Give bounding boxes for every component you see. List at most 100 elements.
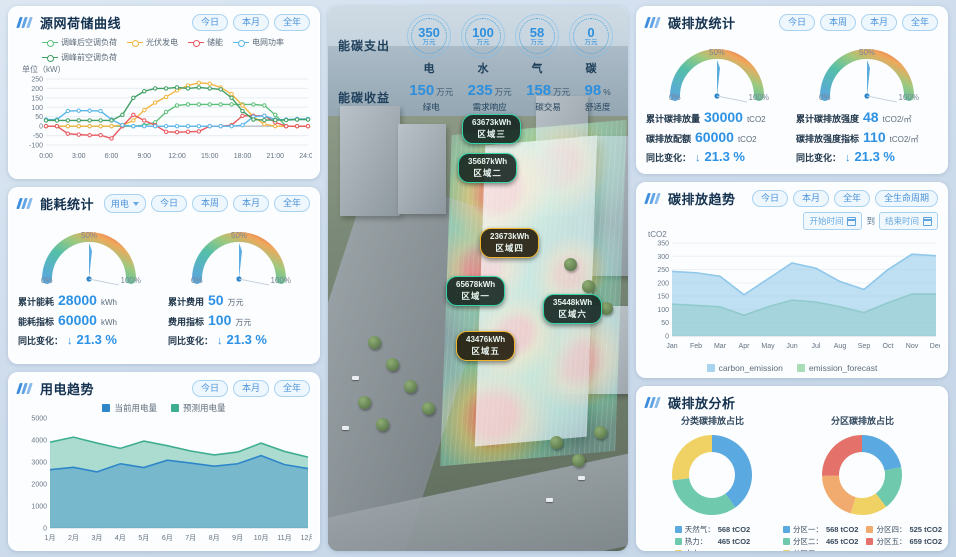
tab-lifecycle[interactable]: 全生命周期	[874, 190, 938, 207]
legend-value: 525 tCO2	[909, 525, 942, 534]
gauge-min-label: 0%	[669, 93, 681, 102]
date-range-separator: 到	[866, 216, 875, 226]
legend-value: 465 tCO2	[825, 537, 859, 546]
building-heatmap-card[interactable]: 能碳支出 350 万元 电 100 万元 水 58 万元 气	[328, 6, 628, 551]
right-column: 碳排放统计 今日 本周 本月 全年 50% 0% 100%	[636, 6, 948, 551]
kpi-item-demand-response[interactable]: 235 万元 需求响应	[467, 82, 512, 112]
ring-gauge: 350 万元	[407, 14, 451, 58]
zone-label-区域三[interactable]: 63673kWh 区域三	[462, 114, 522, 145]
zone-label-区域四[interactable]: 23673kWh 区域四	[480, 228, 540, 259]
kpi-item-water[interactable]: 100 万元 水	[461, 14, 505, 76]
gauge-min-label: 0%	[41, 276, 53, 285]
tab-today[interactable]: 今日	[778, 14, 815, 31]
legend-item[interactable]: 光伏发电	[127, 37, 178, 48]
svg-text:200: 200	[31, 86, 43, 93]
zone-label-区域六[interactable]: 35448kWh 区域六	[543, 294, 603, 325]
tab-year[interactable]: 全年	[901, 14, 938, 31]
svg-text:21:00: 21:00	[266, 153, 284, 160]
legend-item[interactable]: emission_forecast	[796, 363, 877, 373]
legend-item[interactable]: 分区四： 525 tCO2	[866, 524, 942, 535]
tree-icon	[572, 454, 585, 467]
kpi-item-carbon[interactable]: 0 万元 碳	[569, 14, 613, 76]
donut-title: 分区碳排放占比	[830, 416, 894, 426]
building-block	[340, 106, 400, 216]
tree-icon	[422, 402, 435, 415]
tab-month[interactable]: 本月	[232, 195, 269, 212]
kpi-item-carbon-trade[interactable]: 158 万元 碳交易	[526, 82, 571, 112]
zone-label-区域五[interactable]: 43476kWh 区域五	[456, 331, 516, 362]
legend-item[interactable]: 调峰前空调负荷	[42, 52, 117, 63]
metric-row: 费用指标 100 万元	[168, 312, 252, 329]
energy-type-select[interactable]: 用电	[103, 194, 146, 213]
metric-row-change: 同比变化： ↓ 21.3 %	[168, 331, 310, 350]
kpi-item-gas[interactable]: 58 万元 气	[515, 14, 559, 76]
legend-swatch-icon	[782, 538, 790, 545]
tab-week[interactable]: 本周	[191, 195, 228, 212]
svg-text:100: 100	[31, 105, 43, 112]
chevron-down-icon	[132, 201, 139, 206]
gauge-mid-label: 50%	[708, 48, 726, 57]
legend-item[interactable]: carbon_emission	[706, 363, 783, 373]
svg-text:1月: 1月	[45, 534, 56, 542]
zone-label-区域二[interactable]: 35687kWh 区域二	[458, 153, 518, 184]
zone-label-区域一[interactable]: 65678kWh 区域一	[446, 276, 506, 307]
legend-item[interactable]: 电网功率	[233, 37, 284, 48]
kpi-item-electricity[interactable]: 350 万元 电	[407, 14, 451, 76]
legend-item[interactable]: 分区一： 568 tCO2	[782, 524, 858, 535]
legend-item[interactable]: 预测用电量	[171, 402, 226, 414]
svg-text:Aug: Aug	[834, 343, 847, 350]
start-date-input[interactable]: 开始时间	[803, 212, 863, 230]
line-chart-svg: 250 200 150 100 50 0 -50 -100 0:00 3:00 6:00 9:00 12…	[29, 77, 317, 161]
legend-item[interactable]: 储能	[188, 37, 223, 48]
tab-year[interactable]: 全年	[273, 380, 310, 397]
legend-marker-icon	[42, 39, 58, 47]
tab-month[interactable]: 本月	[860, 14, 897, 31]
zone-value: 35448kWh	[553, 298, 593, 307]
end-date-input[interactable]: 结束时间	[878, 212, 938, 230]
tab-week[interactable]: 本周	[819, 14, 856, 31]
svg-text:50: 50	[35, 114, 43, 121]
legend-value: 385 tCO2	[826, 549, 859, 551]
kpi-item-comfort[interactable]: 98% 舒适度	[584, 82, 611, 112]
tab-today[interactable]: 今日	[751, 190, 788, 207]
carbon-trend-card: 碳排放趋势 今日 本月 全年 全生命周期 开始时间 到 结束时间 tCO2 0 5…	[636, 182, 948, 378]
donut-chart-svg[interactable]	[666, 429, 758, 521]
tab-month[interactable]: 本月	[232, 380, 269, 397]
slash-icon	[644, 397, 662, 408]
legend-item[interactable]: 天然气： 568 tCO2	[674, 524, 750, 535]
car-icon	[578, 476, 585, 480]
gauge-arc-svg	[670, 49, 764, 103]
tab-year[interactable]: 全年	[273, 195, 310, 212]
donut-chart-svg[interactable]	[816, 429, 908, 521]
svg-text:150: 150	[31, 95, 43, 102]
power-area-chart: 0 1000 2000 3000 4000 5000 1月 2月 3月 4月 5月 6月 7月 8月 9月 1…	[8, 414, 320, 551]
legend-label: 分区三：	[793, 548, 823, 551]
tab-today[interactable]: 今日	[191, 14, 228, 31]
card-header: 能耗统计 用电 今日 本周 本月 全年	[8, 187, 320, 215]
kpi-item-label: 碳交易	[535, 102, 561, 112]
kpi-item-green-power[interactable]: 150 万元 绿电	[409, 82, 454, 112]
legend-label: 天然气：	[684, 525, 715, 534]
gauge-dial: 50% 0% 100%	[183, 225, 295, 287]
legend-item[interactable]: 调峰后空调负荷	[42, 37, 117, 48]
legend-item[interactable]: 分区三：385 tCO2	[782, 548, 859, 551]
legend-item[interactable]: 分区五： 659 tCO2	[866, 536, 942, 547]
svg-text:200: 200	[657, 280, 669, 287]
tab-year[interactable]: 全年	[273, 14, 310, 31]
tab-month[interactable]: 本月	[792, 190, 829, 207]
legend-value: 465 tCO2	[717, 537, 751, 546]
tab-today[interactable]: 今日	[191, 380, 228, 397]
legend-item[interactable]: 分区二： 465 tCO2	[782, 536, 859, 547]
arrow-down-icon: ↓	[695, 151, 701, 164]
kpi-income-items: 150 万元 绿电 235 万元 需求响应 158 万元 碳交易 98%	[402, 82, 618, 113]
tab-today[interactable]: 今日	[150, 195, 187, 212]
svg-text:12月: 12月	[301, 534, 312, 542]
zone-value: 23673kWh	[490, 232, 530, 241]
tab-year[interactable]: 全年	[833, 190, 870, 207]
legend-item[interactable]: 热力： 465 tCO2	[674, 536, 751, 547]
legend-item[interactable]: 当前用电量	[102, 402, 157, 414]
tab-month[interactable]: 本月	[232, 14, 269, 31]
legend-item[interactable]: 电力：385 tCO2	[674, 548, 750, 551]
